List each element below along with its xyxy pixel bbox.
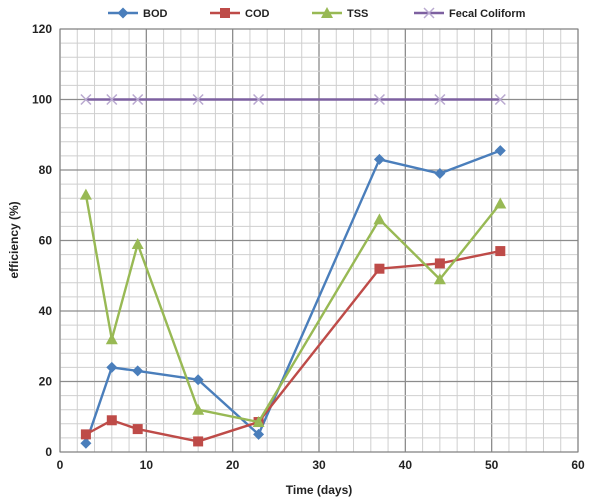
legend-item-tss: TSS — [312, 7, 368, 20]
tss-point — [192, 403, 205, 415]
legend-swatch-marker — [117, 7, 129, 19]
fecal-coliform-point — [434, 93, 446, 106]
bod-point — [192, 374, 204, 386]
fecal-coliform-point — [106, 93, 118, 106]
x-tick-label: 20 — [226, 458, 240, 472]
marker-stroke — [132, 93, 144, 106]
bod-point — [434, 168, 446, 180]
marker-stroke — [373, 93, 385, 106]
tss-point — [131, 238, 144, 250]
x-axis-title: Time (days) — [286, 483, 352, 497]
series-lines — [79, 93, 507, 449]
legend-label: Fecal Coliform — [449, 8, 526, 20]
y-tick-label: 80 — [39, 163, 53, 177]
cod-point — [434, 258, 445, 269]
y-tick-label: 120 — [32, 22, 52, 36]
fecal-coliform-point — [192, 93, 204, 106]
tss-point — [79, 188, 92, 200]
cod-point — [193, 436, 204, 447]
bod-point — [494, 145, 506, 157]
cod-point — [374, 263, 385, 274]
y-tick-label: 60 — [39, 234, 53, 248]
legend-item-bod: BOD — [108, 7, 168, 20]
tss-point — [252, 416, 265, 428]
legend-item-cod: COD — [210, 8, 270, 20]
marker-stroke — [192, 93, 204, 106]
tss-point — [373, 213, 386, 225]
tick-labels: 0 10 20 30 40 50 60 0 20 40 60 80 100 120 — [32, 22, 585, 472]
marker-stroke — [106, 93, 118, 106]
y-tick-label: 0 — [45, 445, 52, 459]
legend-swatch-marker — [220, 8, 230, 18]
legend-swatch-marker — [423, 7, 435, 19]
bod-point — [132, 365, 144, 377]
marker-stroke — [434, 93, 446, 106]
x-tick-label: 50 — [485, 458, 499, 472]
tss-point — [494, 197, 507, 209]
bod-point — [106, 361, 118, 373]
tss-line — [84, 194, 502, 424]
marker-stroke — [80, 93, 92, 106]
legend-swatch-marker — [321, 7, 333, 18]
y-tick-label: 20 — [39, 375, 53, 389]
tss-point — [433, 273, 446, 285]
plot-area-frame — [59, 28, 579, 453]
x-tick-label: 30 — [312, 458, 326, 472]
fecal-coliform-point — [373, 93, 385, 106]
x-tick-label: 40 — [399, 458, 413, 472]
bod-series — [80, 145, 506, 449]
x-tick-label: 10 — [140, 458, 154, 472]
tss-series — [79, 188, 507, 428]
cod-point — [80, 429, 91, 440]
tss-point — [105, 333, 118, 345]
fecal-coliform-point — [253, 93, 265, 106]
legend: BOD COD TSS Fecal Coliform — [108, 7, 526, 20]
marker-stroke — [494, 93, 506, 106]
fecal-coliform-series — [80, 93, 506, 106]
legend-item-fecal-coliform: Fecal Coliform — [414, 7, 526, 20]
fecal-coliform-point — [80, 93, 92, 106]
marker-stroke — [423, 7, 435, 19]
y-axis-title: efficiency (%) — [7, 201, 21, 278]
x-tick-label: 0 — [57, 458, 64, 472]
marker-stroke — [253, 93, 265, 106]
y-tick-label: 100 — [32, 93, 52, 107]
legend-label: BOD — [143, 8, 168, 20]
bod-point — [80, 437, 92, 449]
cod-point — [132, 424, 143, 435]
y-tick-label: 40 — [39, 304, 53, 318]
bod-point — [373, 153, 385, 165]
x-tick-label: 60 — [571, 458, 585, 472]
fecal-coliform-point — [494, 93, 506, 106]
cod-point — [495, 246, 506, 257]
cod-point — [106, 415, 117, 426]
legend-label: TSS — [347, 8, 368, 20]
legend-label: COD — [245, 8, 270, 20]
fecal-coliform-point — [132, 93, 144, 106]
bod-point — [253, 428, 265, 440]
